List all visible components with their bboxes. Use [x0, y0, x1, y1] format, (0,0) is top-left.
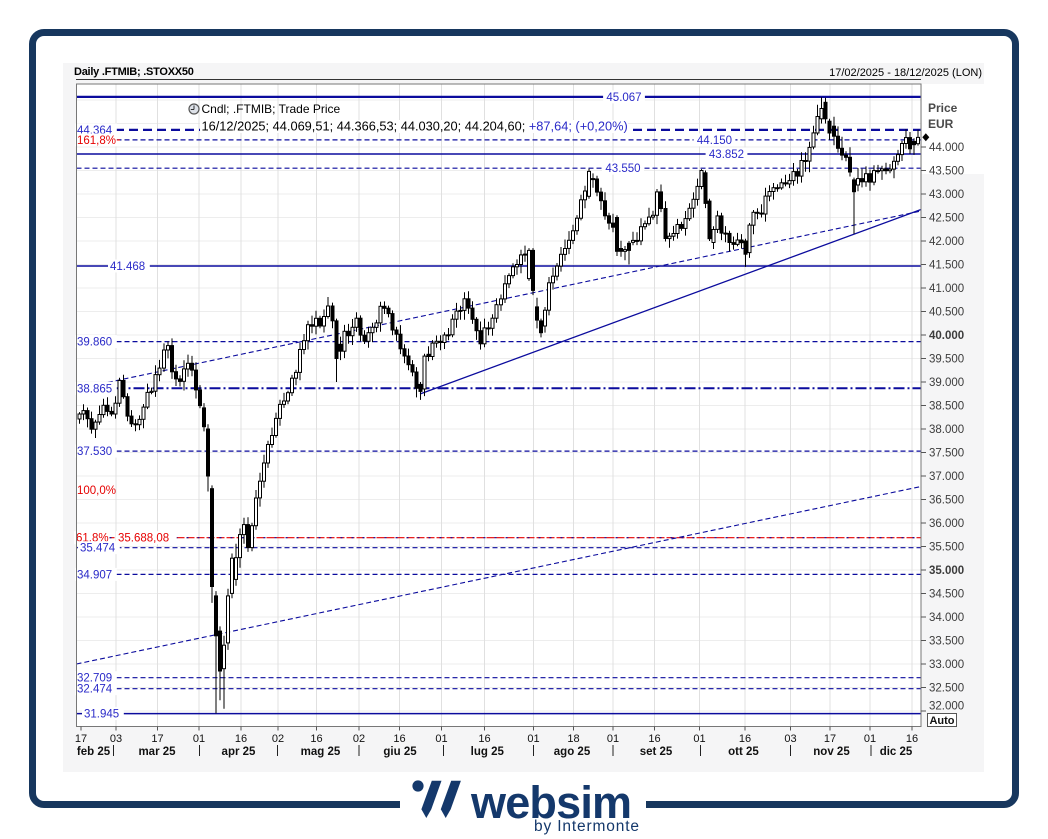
svg-text:apr 25: apr 25 — [222, 746, 256, 758]
svg-text:38.500: 38.500 — [929, 401, 964, 413]
svg-text:34.000: 34.000 — [929, 612, 964, 624]
svg-text:44.150: 44.150 — [697, 135, 732, 147]
svg-text:34.500: 34.500 — [929, 589, 964, 601]
svg-text:02: 02 — [272, 733, 284, 745]
svg-text:35.000: 35.000 — [929, 565, 964, 577]
svg-text:giu 25: giu 25 — [383, 746, 417, 758]
svg-text:16: 16 — [310, 733, 322, 745]
svg-text:16: 16 — [393, 733, 405, 745]
svg-text:41.500: 41.500 — [929, 260, 964, 272]
svg-text:31.945: 31.945 — [84, 709, 119, 721]
svg-text:38.865: 38.865 — [77, 383, 112, 395]
svg-text:32.000: 32.000 — [929, 701, 964, 713]
svg-text:nov 25: nov 25 — [813, 746, 850, 758]
svg-text:18: 18 — [567, 733, 579, 745]
svg-text:02: 02 — [353, 733, 365, 745]
svg-text:dic 25: dic 25 — [880, 746, 913, 758]
svg-text:161,8%: 161,8% — [77, 135, 116, 147]
svg-text:36.000: 36.000 — [929, 518, 964, 530]
svg-text:01: 01 — [693, 733, 705, 745]
svg-text:45.067: 45.067 — [606, 92, 641, 104]
svg-text:33.000: 33.000 — [929, 659, 964, 671]
svg-text:40.500: 40.500 — [929, 307, 964, 319]
svg-text:feb 25: feb 25 — [77, 746, 111, 758]
svg-text:44.000: 44.000 — [929, 142, 964, 154]
svg-text:43.500: 43.500 — [929, 166, 964, 178]
svg-text:37.530: 37.530 — [77, 446, 112, 458]
svg-text:37.000: 37.000 — [929, 471, 964, 483]
svg-text:mag 25: mag 25 — [301, 746, 341, 758]
svg-text:43.000: 43.000 — [929, 189, 964, 201]
svg-text:39.000: 39.000 — [929, 377, 964, 389]
svg-text:01: 01 — [607, 733, 619, 745]
svg-text:33.500: 33.500 — [929, 636, 964, 648]
svg-text:16: 16 — [648, 733, 660, 745]
svg-text:17: 17 — [824, 733, 836, 745]
svg-text:16: 16 — [739, 733, 751, 745]
svg-text:32.709: 32.709 — [77, 673, 112, 685]
svg-text:17: 17 — [151, 733, 163, 745]
svg-text:35.500: 35.500 — [929, 542, 964, 554]
svg-text:35.688,08: 35.688,08 — [118, 533, 169, 545]
svg-text:Price: Price — [928, 101, 958, 115]
svg-text:43.852: 43.852 — [709, 149, 744, 161]
svg-text:16: 16 — [235, 733, 247, 745]
svg-text:37.500: 37.500 — [929, 448, 964, 460]
svg-text:42.500: 42.500 — [929, 213, 964, 225]
svg-text:lug 25: lug 25 — [471, 746, 505, 758]
svg-text:41.468: 41.468 — [110, 261, 145, 273]
svg-text:Cndl; .FTMIB; Trade Price: Cndl; .FTMIB; Trade Price — [202, 102, 341, 116]
svg-text:34.907: 34.907 — [77, 569, 112, 581]
svg-text:01: 01 — [864, 733, 876, 745]
svg-text:41.000: 41.000 — [929, 283, 964, 295]
svg-text:16/12/2025; 44.069,51; 44.366,: 16/12/2025; 44.069,51; 44.366,53; 44.030… — [202, 119, 628, 134]
svg-text:set 25: set 25 — [640, 746, 673, 758]
svg-text:42.000: 42.000 — [929, 236, 964, 248]
svg-text:36.500: 36.500 — [929, 495, 964, 507]
svg-text:32.474: 32.474 — [77, 684, 113, 696]
svg-text:17: 17 — [75, 733, 87, 745]
svg-text:39.860: 39.860 — [77, 337, 112, 349]
svg-text:01: 01 — [435, 733, 447, 745]
svg-text:35.474: 35.474 — [80, 543, 116, 555]
svg-text:03: 03 — [784, 733, 796, 745]
svg-text:43.550: 43.550 — [605, 163, 640, 175]
svg-text:38.000: 38.000 — [929, 424, 964, 436]
svg-text:ott 25: ott 25 — [728, 746, 759, 758]
svg-text:39.500: 39.500 — [929, 354, 964, 366]
svg-text:01: 01 — [527, 733, 539, 745]
svg-text:EUR: EUR — [928, 117, 954, 131]
svg-text:Auto: Auto — [929, 715, 954, 727]
svg-text:40.000: 40.000 — [929, 330, 964, 342]
svg-text:100,0%: 100,0% — [77, 485, 116, 497]
svg-text:16: 16 — [478, 733, 490, 745]
svg-text:ago 25: ago 25 — [554, 746, 591, 758]
svg-text:16: 16 — [906, 733, 918, 745]
svg-text:01: 01 — [193, 733, 205, 745]
svg-text:03: 03 — [110, 733, 122, 745]
svg-text:32.500: 32.500 — [929, 683, 964, 695]
svg-text:mar 25: mar 25 — [138, 746, 176, 758]
